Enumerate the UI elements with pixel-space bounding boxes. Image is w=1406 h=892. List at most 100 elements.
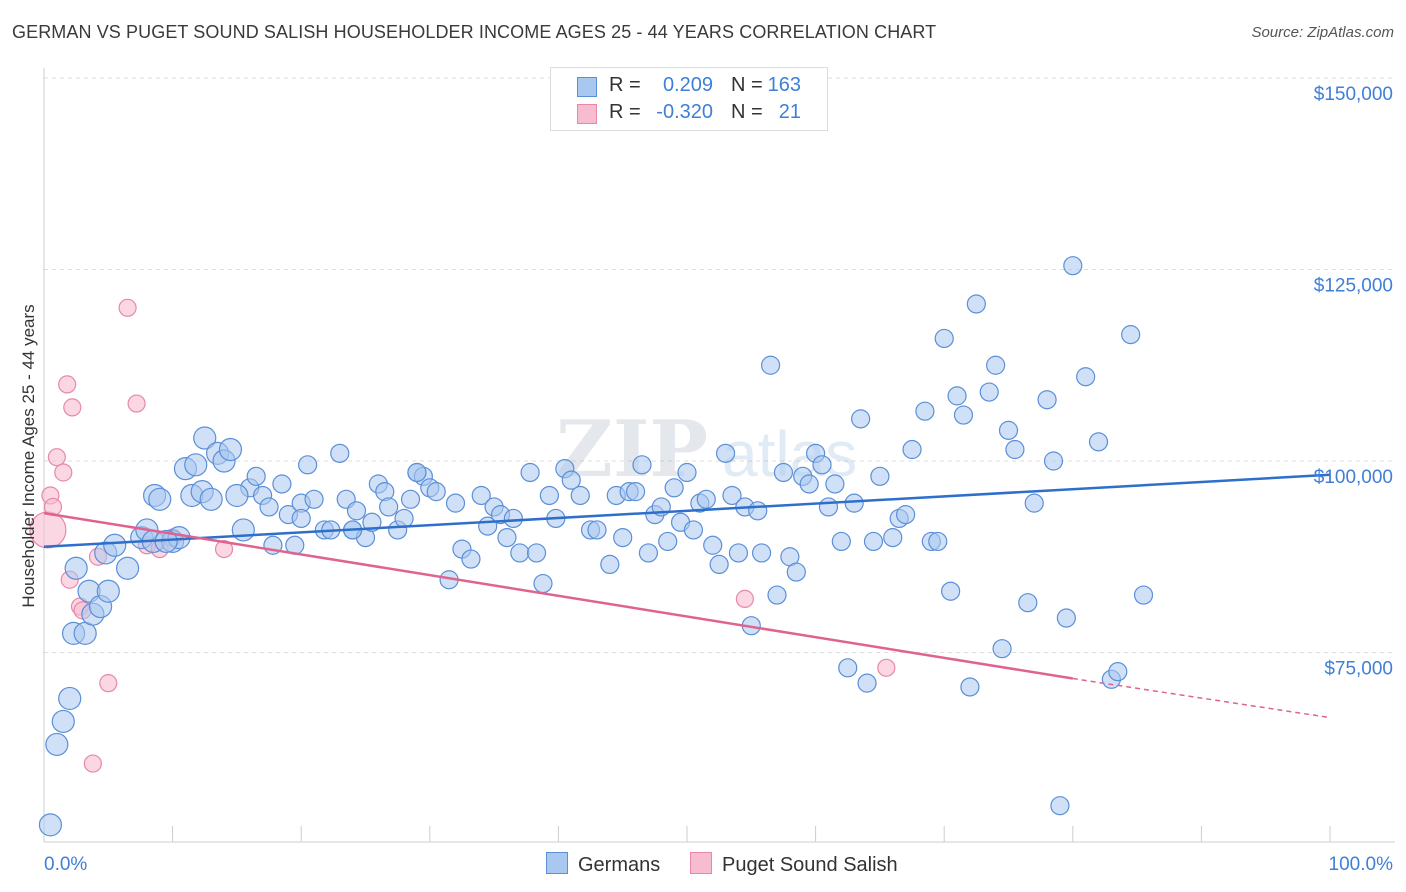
german-point xyxy=(947,386,967,406)
german-point xyxy=(1121,325,1141,345)
german-point xyxy=(103,533,127,557)
german-point xyxy=(638,543,659,563)
salish-point xyxy=(63,398,82,417)
german-point xyxy=(96,579,120,603)
german-point xyxy=(664,478,684,498)
salish-point xyxy=(127,394,146,413)
german-point xyxy=(379,497,399,517)
german-point xyxy=(407,462,427,483)
x-tick-label: 100.0% xyxy=(1329,854,1394,875)
german-point xyxy=(799,474,819,494)
german-point xyxy=(844,493,864,513)
german-point xyxy=(966,294,986,314)
german-point xyxy=(218,437,243,462)
trend-lines xyxy=(43,473,1331,719)
german-point xyxy=(539,485,559,506)
german-point xyxy=(259,497,279,517)
german-point xyxy=(703,535,723,555)
germans-swatch xyxy=(546,852,568,874)
german-point xyxy=(728,543,749,563)
german-point xyxy=(786,562,806,582)
chart-source: Source: ZipAtlas.com xyxy=(1251,24,1394,41)
german-point xyxy=(1056,608,1076,628)
german-point xyxy=(825,474,845,494)
german-point xyxy=(1133,585,1154,605)
german-point xyxy=(561,470,581,490)
salish-point xyxy=(214,539,234,559)
salish-swatch xyxy=(690,852,712,874)
german-point xyxy=(818,497,839,517)
german-point xyxy=(960,677,980,697)
legend-n-value: 21 xyxy=(778,101,801,123)
germans-trend-line xyxy=(43,473,1331,549)
german-point xyxy=(51,709,75,734)
german-point xyxy=(831,531,851,552)
german-point xyxy=(346,501,367,521)
german-point xyxy=(683,520,704,540)
german-point xyxy=(748,501,768,521)
y-axis-label: Householder Income Ages 25 - 44 years xyxy=(19,304,38,607)
german-point xyxy=(600,554,620,575)
legend-r-value: 0.209 xyxy=(662,74,713,96)
german-point xyxy=(902,439,922,460)
german-point xyxy=(625,482,646,502)
salish-point xyxy=(54,463,73,482)
german-point xyxy=(362,512,382,532)
german-point xyxy=(526,543,547,563)
german-point xyxy=(998,420,1019,440)
german-point xyxy=(812,455,832,475)
german-point xyxy=(992,639,1012,659)
y-tick-label: $125,000 xyxy=(1314,276,1393,297)
german-point xyxy=(1050,796,1070,816)
legend-r-label: R = xyxy=(609,101,641,123)
german-point xyxy=(751,543,772,563)
german-point xyxy=(722,485,742,506)
german-point xyxy=(304,489,324,509)
salish-point xyxy=(99,674,118,693)
legend-label-germans: Germans xyxy=(578,854,661,876)
legend-item-germans[interactable]: Germans xyxy=(546,852,660,877)
german-point xyxy=(613,527,633,548)
german-point xyxy=(896,505,916,525)
german-point xyxy=(1088,432,1109,452)
legend-r-label: R = xyxy=(609,74,641,96)
stats-legend: R = 0.209 N = 163 R = -0.320 N = 21 xyxy=(550,67,828,131)
german-point xyxy=(148,487,172,511)
german-point xyxy=(715,443,736,463)
legend-row-germans: R = 0.209 N = 163 xyxy=(551,74,827,100)
german-point xyxy=(45,732,69,757)
german-point xyxy=(298,455,318,475)
german-point xyxy=(520,462,540,483)
german-point xyxy=(870,466,890,486)
german-point xyxy=(851,409,871,429)
salish-trend-extension xyxy=(1072,677,1331,719)
german-point xyxy=(231,518,255,542)
german-point xyxy=(587,520,607,540)
german-point xyxy=(696,489,716,509)
german-point xyxy=(915,401,935,421)
legend-item-salish[interactable]: Puget Sound Salish xyxy=(690,852,898,877)
legend-n-value: 163 xyxy=(767,74,801,96)
german-point xyxy=(58,686,82,711)
german-point xyxy=(1024,493,1044,513)
german-point xyxy=(115,556,140,580)
legend-r-value: -0.320 xyxy=(656,101,713,123)
german-point xyxy=(38,813,63,837)
salish-point xyxy=(83,754,102,773)
salish-point xyxy=(58,375,77,394)
salish-swatch xyxy=(577,104,597,124)
y-tick-label: $100,000 xyxy=(1314,467,1393,488)
german-point xyxy=(1043,451,1064,471)
german-point xyxy=(934,328,954,349)
german-point xyxy=(291,508,311,529)
german-point xyxy=(767,585,787,605)
german-point xyxy=(400,489,421,509)
german-point xyxy=(497,527,517,548)
german-point xyxy=(863,531,884,552)
series-germans xyxy=(38,256,1154,837)
german-point xyxy=(445,493,466,513)
germans-swatch xyxy=(577,77,597,97)
salish-point xyxy=(735,589,754,608)
german-point xyxy=(677,462,697,483)
